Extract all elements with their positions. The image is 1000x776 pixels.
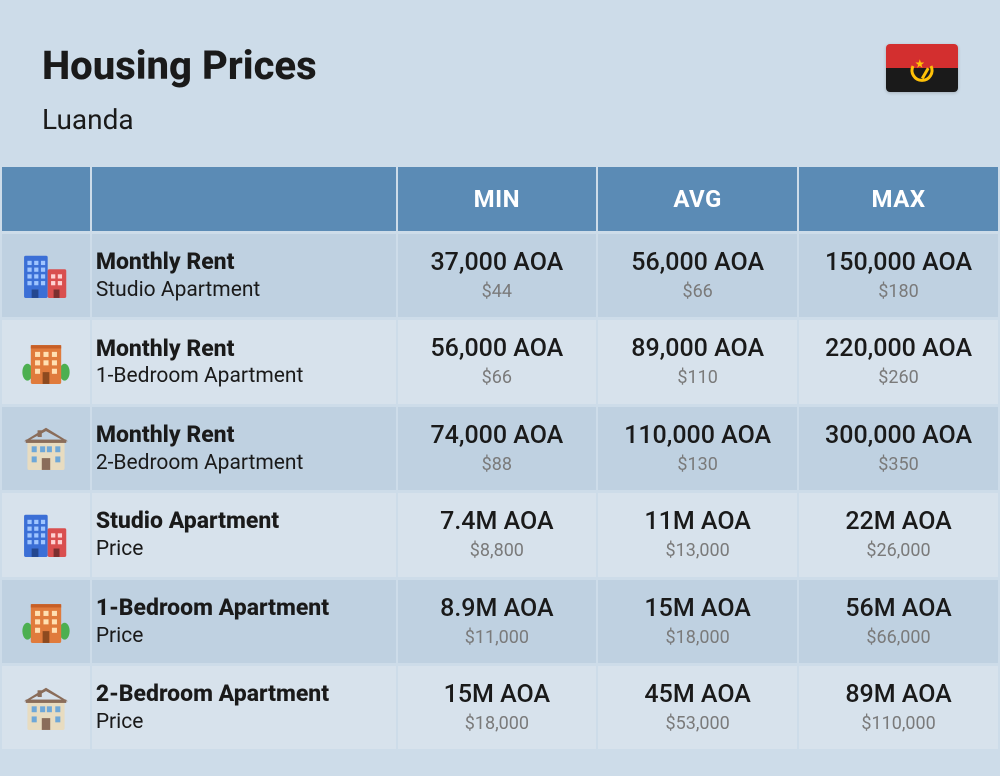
row-label: 2-Bedroom ApartmentPrice [92,666,396,749]
value-local: 110,000 AOA [608,421,787,451]
value-usd: $66,000 [809,626,988,649]
value-usd: $260 [809,366,988,389]
cell-max: 300,000 AOA$350 [799,407,998,490]
cell-min: 8.9M AOA$11,000 [398,580,597,663]
label-secondary: Price [96,709,386,735]
page-subtitle: Luanda [42,103,958,136]
value-local: 150,000 AOA [809,248,988,278]
value-local: 15M AOA [408,680,587,710]
building-duo-icon [2,234,90,317]
table-row: Monthly Rent2-Bedroom Apartment74,000 AO… [2,407,998,490]
country-flag-icon [886,44,958,92]
label-primary: Monthly Rent [96,421,386,450]
value-local: 300,000 AOA [809,421,988,451]
row-label: Studio ApartmentPrice [92,493,396,576]
header-min: MIN [398,167,597,231]
building-house-icon [2,407,90,490]
label-secondary: Price [96,623,386,649]
cell-max: 150,000 AOA$180 [799,234,998,317]
header-blank-icon [2,167,90,231]
value-usd: $11,000 [408,626,587,649]
table-row: 2-Bedroom ApartmentPrice15M AOA$18,00045… [2,666,998,749]
building-orange-icon [2,580,90,663]
value-local: 11M AOA [608,507,787,537]
value-usd: $130 [608,453,787,476]
table-row: Monthly RentStudio Apartment37,000 AOA$4… [2,234,998,317]
table-row: Studio ApartmentPrice7.4M AOA$8,80011M A… [2,493,998,576]
value-local: 56,000 AOA [608,248,787,278]
value-usd: $53,000 [608,712,787,735]
value-usd: $66 [608,280,787,303]
label-primary: 2-Bedroom Apartment [96,680,386,709]
row-label: Monthly Rent1-Bedroom Apartment [92,320,396,403]
value-local: 45M AOA [608,680,787,710]
cell-avg: 45M AOA$53,000 [598,666,797,749]
value-usd: $66 [408,366,587,389]
value-local: 89M AOA [809,680,988,710]
label-primary: Studio Apartment [96,507,386,536]
value-usd: $88 [408,453,587,476]
price-table: MIN AVG MAX Monthly RentStudio Apartment… [0,164,1000,752]
row-label: Monthly RentStudio Apartment [92,234,396,317]
value-local: 8.9M AOA [408,594,587,624]
row-label: Monthly Rent2-Bedroom Apartment [92,407,396,490]
label-primary: Monthly Rent [96,335,386,364]
value-usd: $18,000 [408,712,587,735]
label-secondary: 2-Bedroom Apartment [96,450,386,476]
value-local: 37,000 AOA [408,248,587,278]
label-secondary: Studio Apartment [96,277,386,303]
header-avg: AVG [598,167,797,231]
value-usd: $18,000 [608,626,787,649]
value-usd: $110,000 [809,712,988,735]
page-header: Housing Prices Luanda [0,0,1000,164]
value-local: 89,000 AOA [608,334,787,364]
cell-avg: 56,000 AOA$66 [598,234,797,317]
value-local: 220,000 AOA [809,334,988,364]
table-row: Monthly Rent1-Bedroom Apartment56,000 AO… [2,320,998,403]
label-secondary: Price [96,536,386,562]
cell-min: 74,000 AOA$88 [398,407,597,490]
building-orange-icon [2,320,90,403]
value-usd: $26,000 [809,539,988,562]
label-secondary: 1-Bedroom Apartment [96,363,386,389]
value-local: 7.4M AOA [408,507,587,537]
cell-max: 220,000 AOA$260 [799,320,998,403]
cell-max: 89M AOA$110,000 [799,666,998,749]
cell-min: 7.4M AOA$8,800 [398,493,597,576]
page-title: Housing Prices [42,42,958,89]
cell-max: 56M AOA$66,000 [799,580,998,663]
building-duo-icon [2,493,90,576]
label-primary: Monthly Rent [96,248,386,277]
table-header-row: MIN AVG MAX [2,167,998,231]
value-usd: $180 [809,280,988,303]
header-blank-label [92,167,396,231]
building-house-icon [2,666,90,749]
value-usd: $350 [809,453,988,476]
value-usd: $44 [408,280,587,303]
cell-avg: 15M AOA$18,000 [598,580,797,663]
value-local: 74,000 AOA [408,421,587,451]
value-local: 56M AOA [809,594,988,624]
cell-min: 56,000 AOA$66 [398,320,597,403]
header-max: MAX [799,167,998,231]
cell-min: 15M AOA$18,000 [398,666,597,749]
page-container: Housing Prices Luanda MIN AVG MAX [0,0,1000,776]
cell-min: 37,000 AOA$44 [398,234,597,317]
cell-max: 22M AOA$26,000 [799,493,998,576]
label-primary: 1-Bedroom Apartment [96,594,386,623]
row-label: 1-Bedroom ApartmentPrice [92,580,396,663]
value-local: 22M AOA [809,507,988,537]
cell-avg: 89,000 AOA$110 [598,320,797,403]
value-usd: $110 [608,366,787,389]
value-usd: $8,800 [408,539,587,562]
cell-avg: 110,000 AOA$130 [598,407,797,490]
value-usd: $13,000 [608,539,787,562]
cell-avg: 11M AOA$13,000 [598,493,797,576]
value-local: 56,000 AOA [408,334,587,364]
value-local: 15M AOA [608,594,787,624]
table-row: 1-Bedroom ApartmentPrice8.9M AOA$11,0001… [2,580,998,663]
